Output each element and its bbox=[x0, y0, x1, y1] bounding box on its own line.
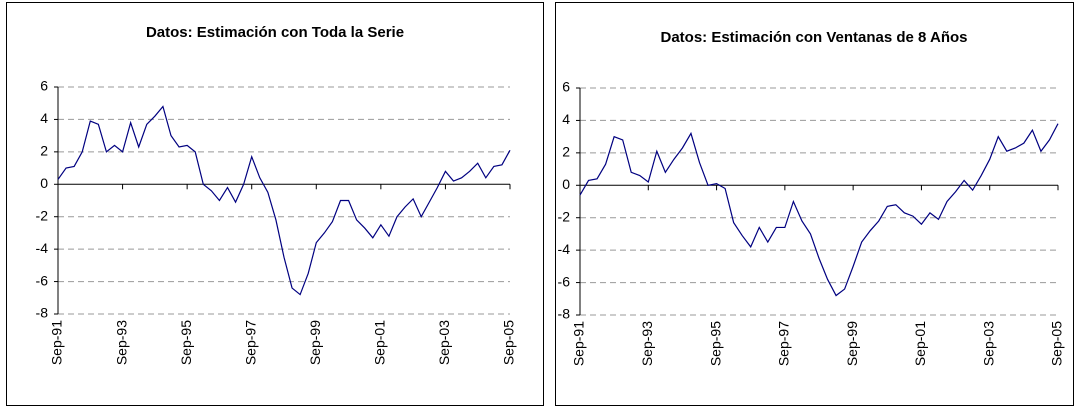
y-tick-label: 2 bbox=[40, 143, 48, 159]
y-tick-label: -6 bbox=[558, 273, 571, 289]
y-tick-label: 0 bbox=[562, 176, 570, 192]
y-tick-label: -4 bbox=[558, 241, 571, 257]
x-tick-label: Sep-03 bbox=[436, 320, 452, 365]
chart-title: Datos: Estimación con Ventanas de 8 Años bbox=[660, 29, 967, 46]
y-tick-label: -2 bbox=[558, 208, 571, 224]
y-tick-label: 4 bbox=[562, 111, 570, 127]
x-tick-label: Sep-97 bbox=[242, 320, 258, 365]
y-tick-label: 6 bbox=[562, 79, 570, 95]
data-line bbox=[579, 123, 1059, 297]
y-tick-label: 0 bbox=[40, 175, 48, 191]
x-tick-label: Sep-97 bbox=[776, 321, 792, 366]
chart-title: Datos: Estimación con Toda la Serie bbox=[146, 24, 404, 41]
y-tick-label: -4 bbox=[36, 240, 49, 256]
panel-frame bbox=[555, 2, 1074, 406]
x-tick-label: Sep-99 bbox=[844, 321, 860, 366]
x-tick-label: Sep-93 bbox=[639, 321, 655, 366]
data-line bbox=[57, 105, 511, 296]
x-tick-label: Sep-99 bbox=[307, 320, 323, 365]
x-tick-label: Sep-91 bbox=[571, 321, 587, 366]
x-tick-label: Sep-05 bbox=[501, 320, 517, 365]
y-tick-label: 2 bbox=[562, 144, 570, 160]
panel-frame bbox=[6, 2, 544, 406]
x-tick-label: Sep-01 bbox=[372, 320, 388, 365]
x-tick-label: Sep-95 bbox=[178, 320, 194, 365]
y-tick-label: 6 bbox=[40, 78, 48, 94]
x-tick-label: Sep-91 bbox=[49, 320, 65, 365]
y-tick-label: -8 bbox=[36, 305, 49, 321]
y-tick-label: 4 bbox=[40, 110, 48, 126]
x-tick-label: Sep-95 bbox=[707, 321, 723, 366]
x-tick-label: Sep-01 bbox=[912, 321, 928, 366]
x-tick-label: Sep-93 bbox=[113, 320, 129, 365]
x-tick-label: Sep-05 bbox=[1049, 321, 1065, 366]
x-tick-label: Sep-03 bbox=[980, 321, 996, 366]
y-tick-label: -8 bbox=[558, 306, 571, 322]
y-tick-label: -6 bbox=[36, 272, 49, 288]
y-tick-label: -2 bbox=[36, 207, 49, 223]
